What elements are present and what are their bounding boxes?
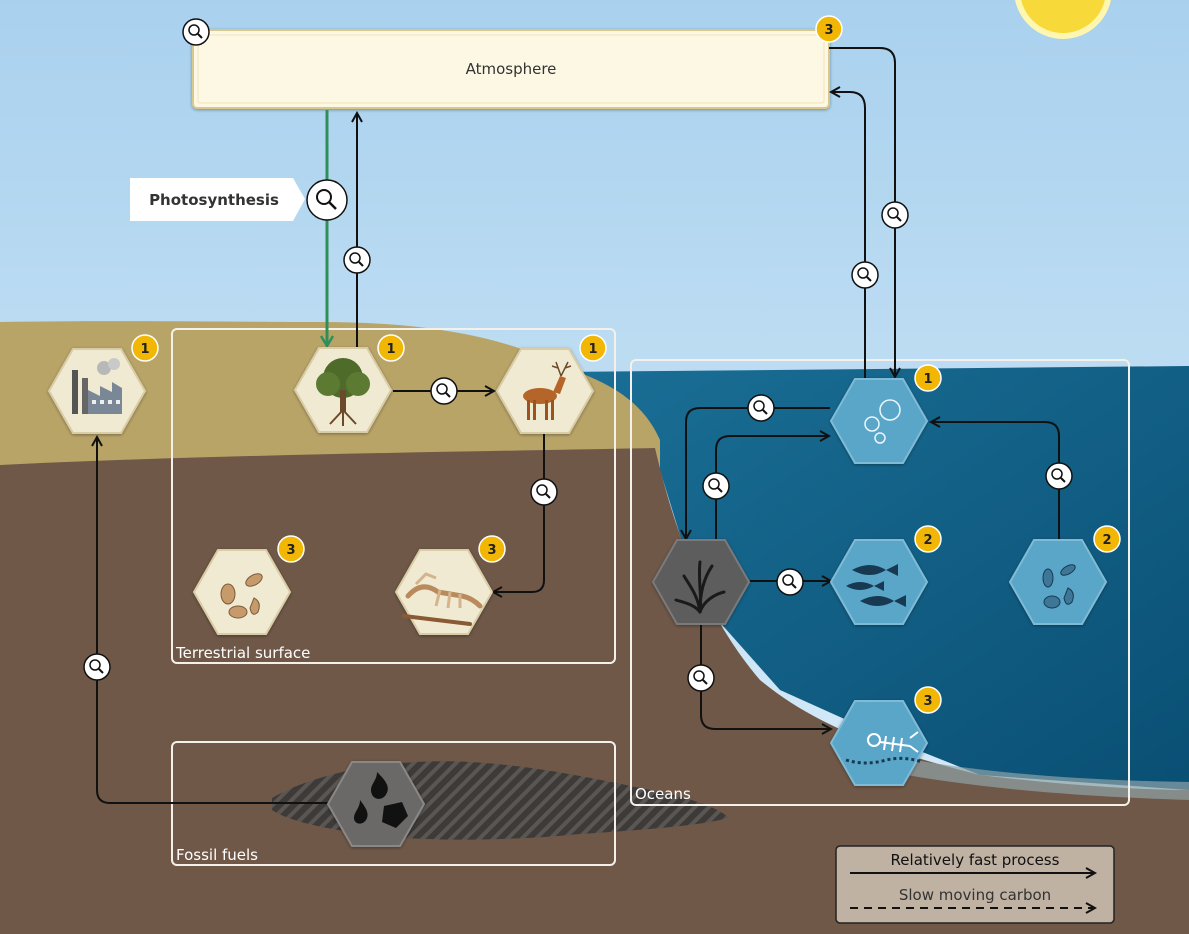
seaweed-icon (674, 560, 726, 614)
combustion-zoom-button[interactable] (83, 653, 111, 681)
deep-remains-node[interactable] (829, 700, 929, 786)
plankton-to-surface-arrow (932, 422, 1060, 540)
magnifier-icon (887, 207, 902, 222)
svg-text:3: 3 (923, 694, 932, 709)
fish-badge: 2 (914, 525, 942, 553)
svg-text:3: 3 (487, 543, 496, 558)
factory-node[interactable] (47, 348, 147, 434)
legend: Relatively fast process Slow moving carb… (835, 845, 1115, 924)
terrestrial-region-label: Terrestrial surface (175, 644, 310, 662)
magnifier-icon (782, 574, 797, 589)
bubbles-icon (864, 399, 901, 444)
absorption-zoom-button[interactable] (881, 201, 909, 229)
seaweed-to-deep-arrow (700, 625, 830, 729)
plankton-badge: 2 (1093, 525, 1121, 553)
fossil-region-label: Fossil fuels (176, 846, 258, 864)
soil-microbes-node[interactable] (192, 549, 292, 635)
ocean-uptake-zoom-button[interactable] (747, 394, 775, 422)
atmosphere-zoom-button[interactable] (182, 18, 210, 46)
magnifier-icon (436, 383, 451, 398)
atmosphere-label: Atmosphere (466, 60, 557, 78)
sun-icon (1015, 0, 1111, 39)
atmosphere-box[interactable] (192, 29, 830, 109)
fish-icon (846, 564, 906, 607)
legend-slow-label: Slow moving carbon (899, 886, 1051, 904)
marine-consumption-zoom-button[interactable] (776, 568, 804, 596)
plant-respiration-zoom-button[interactable] (343, 246, 371, 274)
bones-icon (402, 572, 483, 626)
photosynthesis-label: Photosynthesis (149, 191, 279, 209)
deer-node[interactable] (495, 348, 595, 434)
plankton-icon (1042, 564, 1076, 609)
marine-respiration-zoom-button[interactable] (702, 472, 730, 500)
seaweed-to-surface-arrow (715, 436, 828, 540)
magnifier-icon (349, 252, 364, 267)
magnifier-icon (693, 670, 708, 685)
svg-text:3: 3 (824, 23, 833, 38)
factory-badge: 1 (131, 334, 159, 362)
terrestrial-region-box (171, 328, 616, 664)
atmosphere-badge: 3 (815, 15, 843, 43)
fossil-fuels-node[interactable] (326, 761, 426, 847)
magnifier-icon (536, 484, 551, 499)
magnifier-icon (857, 267, 872, 282)
ocean-surface-node[interactable] (829, 378, 929, 464)
svg-text:3: 3 (286, 543, 295, 558)
svg-text:1: 1 (140, 342, 149, 357)
svg-text:1: 1 (588, 342, 597, 357)
ocean-absorption-arrow (829, 47, 895, 376)
atmosphere-box-inner (197, 34, 825, 104)
seaweed-node[interactable] (651, 539, 751, 625)
magnifier-icon (708, 478, 723, 493)
dead-remains-node[interactable] (394, 549, 494, 635)
ocean-outgassing-arrow (832, 92, 866, 380)
tree-badge: 1 (377, 334, 405, 362)
magnifier-icon (316, 189, 337, 210)
magnifier-icon (1051, 468, 1066, 483)
sea-floor-edge (880, 755, 1189, 800)
surface-to-seaweed-arrow (686, 407, 830, 538)
plankton-zoom-button[interactable] (1045, 462, 1073, 490)
microbes-icon (220, 573, 263, 619)
oceans-region-box (630, 359, 1130, 806)
svg-text:1: 1 (923, 372, 932, 387)
fish-node[interactable] (829, 539, 929, 625)
ocean-surface-badge: 1 (914, 364, 942, 392)
decomposition-zoom-button[interactable] (530, 478, 558, 506)
deer-icon (523, 361, 572, 420)
sedimentation-zoom-button[interactable] (687, 664, 715, 692)
magnifier-icon (753, 400, 768, 415)
consumption-zoom-button[interactable] (430, 377, 458, 405)
plankton-node[interactable] (1008, 539, 1108, 625)
tree-icon (316, 358, 370, 426)
fossil-fuels-icon (354, 772, 408, 828)
deep-remains-badge: 3 (914, 686, 942, 714)
svg-text:2: 2 (923, 533, 932, 548)
fossil-to-factory-arrow (97, 438, 330, 804)
outgassing-zoom-button[interactable] (851, 261, 879, 289)
oceans-region-label: Oceans (635, 785, 691, 803)
deer-badge: 1 (579, 334, 607, 362)
photosynthesis-tooltip[interactable]: Photosynthesis (130, 178, 305, 221)
photosynthesis-zoom-button[interactable] (306, 179, 348, 221)
factory-icon (72, 358, 122, 414)
magnifier-icon (89, 659, 104, 674)
legend-fast-label: Relatively fast process (891, 851, 1060, 869)
svg-text:1: 1 (386, 342, 395, 357)
deer-to-remains-arrow (494, 433, 545, 592)
magnifier-icon (188, 24, 203, 39)
svg-text:2: 2 (1102, 533, 1111, 548)
tree-node[interactable] (293, 347, 393, 433)
soil-microbes-badge: 3 (277, 535, 305, 563)
fish-skeleton-icon (845, 731, 923, 765)
dead-remains-badge: 3 (478, 535, 506, 563)
